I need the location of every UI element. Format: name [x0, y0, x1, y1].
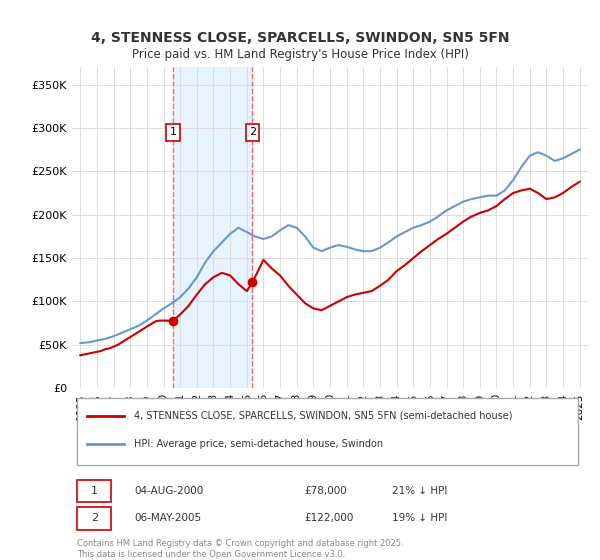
Text: 4, STENNESS CLOSE, SPARCELLS, SWINDON, SN5 5FN: 4, STENNESS CLOSE, SPARCELLS, SWINDON, S… [91, 31, 509, 45]
Text: 19% ↓ HPI: 19% ↓ HPI [392, 514, 447, 523]
Text: Price paid vs. HM Land Registry's House Price Index (HPI): Price paid vs. HM Land Registry's House … [131, 48, 469, 60]
Text: 2: 2 [91, 514, 98, 523]
Text: 06-MAY-2005: 06-MAY-2005 [134, 514, 201, 523]
Text: 4, STENNESS CLOSE, SPARCELLS, SWINDON, SN5 5FN (semi-detached house): 4, STENNESS CLOSE, SPARCELLS, SWINDON, S… [134, 410, 512, 421]
Text: 1: 1 [91, 486, 98, 496]
Bar [173, 67, 253, 388]
FancyBboxPatch shape [77, 398, 578, 465]
Text: £122,000: £122,000 [304, 514, 353, 523]
Text: HPI: Average price, semi-detached house, Swindon: HPI: Average price, semi-detached house,… [134, 440, 383, 450]
FancyBboxPatch shape [77, 507, 110, 530]
Text: 2: 2 [249, 127, 256, 137]
Text: 04-AUG-2000: 04-AUG-2000 [134, 486, 203, 496]
Text: Contains HM Land Registry data © Crown copyright and database right 2025.
This d: Contains HM Land Registry data © Crown c… [77, 539, 404, 558]
Text: 1: 1 [170, 127, 177, 137]
FancyBboxPatch shape [77, 480, 110, 502]
Text: 21% ↓ HPI: 21% ↓ HPI [392, 486, 447, 496]
Text: £78,000: £78,000 [304, 486, 347, 496]
